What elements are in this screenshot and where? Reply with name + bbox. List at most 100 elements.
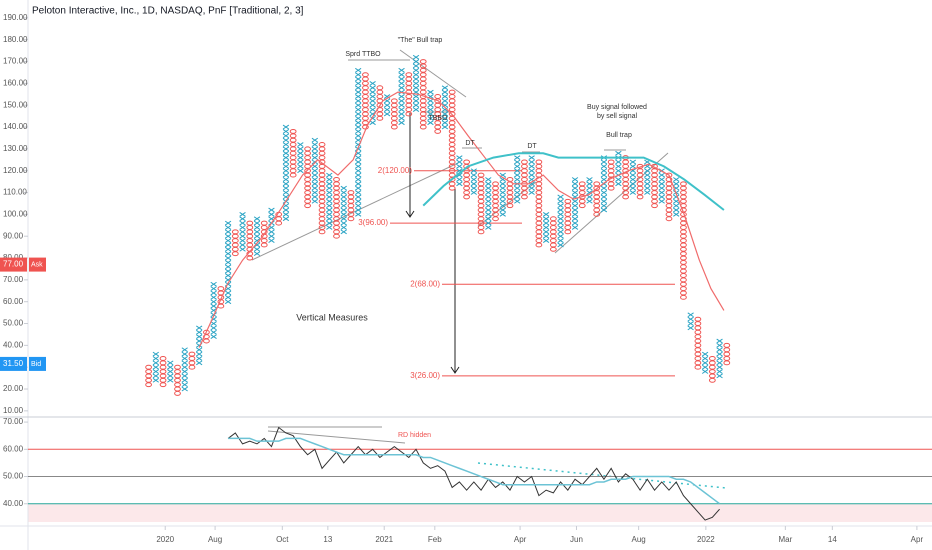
x-box <box>152 360 159 366</box>
x-box <box>470 185 478 191</box>
pnf-column <box>477 172 485 235</box>
x-box <box>514 155 521 160</box>
x-box <box>340 190 347 195</box>
x-box <box>542 233 550 239</box>
x-box <box>398 107 405 112</box>
x-box <box>239 225 246 230</box>
x-box <box>355 85 362 91</box>
x-box <box>152 356 159 361</box>
pnf-column <box>694 316 702 370</box>
o-box <box>564 198 572 204</box>
annotation: Sprd TTBO <box>345 51 381 58</box>
pnf-column <box>318 142 326 235</box>
x-box <box>369 85 376 91</box>
x-box <box>311 198 319 204</box>
pnf-column <box>390 98 398 130</box>
x-box <box>629 181 637 187</box>
x-box <box>485 207 492 213</box>
x-box <box>355 203 362 209</box>
pnf-column <box>708 355 716 383</box>
o-box <box>463 159 471 165</box>
x-box <box>282 211 290 217</box>
annotation: Vertical Measures <box>296 312 368 322</box>
price-tag-box <box>29 356 46 371</box>
pnf-column <box>210 281 217 340</box>
x-box <box>282 124 290 130</box>
x-box <box>644 168 651 174</box>
o-box <box>477 172 485 178</box>
x-box <box>716 369 723 374</box>
o-box <box>289 128 297 134</box>
pnf-column <box>246 220 254 261</box>
x-box <box>441 98 449 104</box>
pnf-column <box>578 181 586 209</box>
x-box <box>412 63 420 69</box>
x-box <box>557 198 564 204</box>
x-box <box>196 325 203 331</box>
x-box <box>441 102 449 108</box>
x-box <box>485 220 492 226</box>
x-box <box>470 172 478 178</box>
pnf-column <box>535 159 543 248</box>
x-box <box>412 107 420 112</box>
x-box <box>239 229 246 235</box>
x-box <box>369 81 376 86</box>
x-box <box>181 347 188 353</box>
x-box <box>181 377 188 383</box>
x-box <box>571 207 579 213</box>
x-box <box>297 159 304 165</box>
price-label: 31.50 <box>3 359 24 368</box>
x-box <box>196 329 203 335</box>
x-box <box>470 181 478 187</box>
x-box <box>326 190 333 195</box>
x-box <box>629 163 637 169</box>
x-box <box>673 207 680 213</box>
x-box <box>687 325 694 331</box>
x-box <box>355 190 362 195</box>
x-box <box>253 229 261 235</box>
x-box <box>355 76 362 82</box>
pnf-column <box>557 194 564 248</box>
trendlines <box>251 49 727 489</box>
x-box <box>355 194 362 200</box>
x-box <box>311 146 319 152</box>
x-box <box>557 242 564 248</box>
x-box <box>629 172 637 178</box>
x-box <box>528 155 535 160</box>
x-box <box>644 185 651 191</box>
x-box <box>542 216 550 222</box>
x-box <box>181 351 188 357</box>
x-box <box>210 329 217 335</box>
x-box <box>311 172 319 178</box>
o-box <box>723 342 731 348</box>
trendline <box>267 430 406 444</box>
x-box <box>528 172 535 178</box>
annotation: "The" Bull trap <box>398 37 443 44</box>
x-box <box>326 198 333 204</box>
pnf-column <box>441 85 449 130</box>
x-box <box>239 233 246 239</box>
x-box <box>297 168 304 174</box>
x-box <box>297 146 304 152</box>
x-box <box>326 194 333 200</box>
x-box <box>499 198 506 204</box>
x-box <box>644 190 651 195</box>
x-box <box>167 373 174 379</box>
x-box <box>398 85 405 91</box>
oversold-zone <box>28 504 932 522</box>
chart-title: Peloton Interactive, Inc., 1D, NASDAQ, P… <box>32 6 304 17</box>
x-box <box>224 255 232 261</box>
x-box <box>658 185 665 191</box>
x-box <box>600 159 608 165</box>
rsi-line <box>228 437 721 505</box>
x-box <box>701 351 709 357</box>
x-box <box>470 177 478 182</box>
x-box <box>398 81 405 86</box>
x-box <box>586 198 593 204</box>
x-box <box>456 163 463 169</box>
x-box <box>355 181 362 187</box>
x-box <box>355 98 362 104</box>
o-box <box>203 329 210 335</box>
y-tick-label: 60.00 <box>3 444 24 453</box>
